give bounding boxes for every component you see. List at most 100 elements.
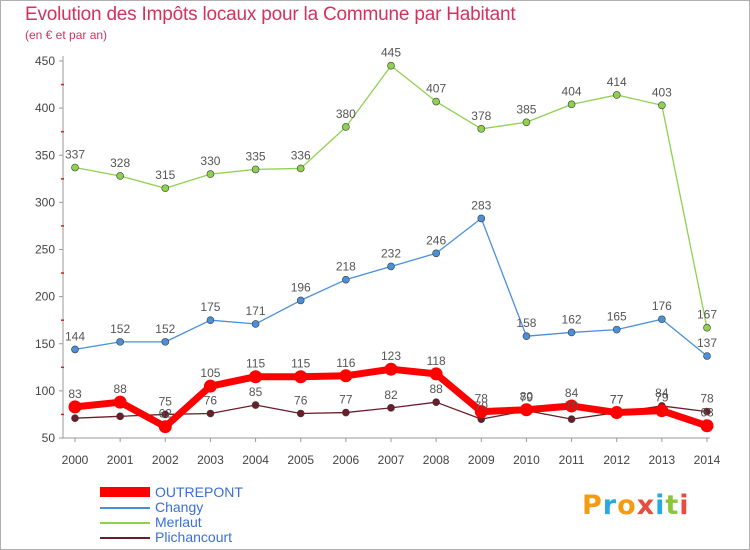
data-label-outrepont: 123 [381, 349, 401, 363]
data-point-outrepont [610, 406, 624, 420]
data-label-plichancourt: 78 [700, 392, 714, 406]
data-point-plichancourt [387, 404, 395, 412]
data-point-outrepont [249, 370, 263, 384]
data-point-outrepont [519, 403, 533, 417]
data-label-outrepont: 115 [246, 357, 265, 371]
proxiti-logo: Proxiti [582, 490, 690, 521]
y-tick-label: 400 [35, 101, 55, 115]
legend-swatch-changy [100, 507, 150, 509]
data-point-merlaut [703, 323, 711, 332]
data-label-merlaut: 330 [200, 154, 220, 168]
data-point-plichancourt [432, 398, 440, 406]
data-label-changy: 171 [246, 304, 266, 318]
data-label-plichancourt: 75 [159, 394, 173, 408]
data-label-merlaut: 337 [65, 148, 85, 162]
data-label-merlaut: 167 [697, 308, 717, 322]
data-point-changy [206, 316, 215, 324]
data-label-plichancourt: 77 [610, 393, 624, 407]
legend-label-merlaut: Merlaut [155, 514, 202, 530]
data-point-changy [342, 275, 350, 284]
x-tick-label: 2002 [152, 453, 179, 467]
data-label-outrepont: 105 [200, 366, 220, 380]
data-point-plichancourt [161, 410, 170, 419]
y-tick-label: 100 [35, 384, 55, 398]
data-label-outrepont: 83 [68, 387, 82, 401]
data-point-merlaut [206, 170, 215, 178]
data-point-plichancourt [342, 408, 350, 417]
x-tick-label: 2001 [107, 453, 134, 467]
data-label-merlaut: 385 [516, 102, 536, 116]
data-point-outrepont [565, 399, 579, 413]
data-label-changy: 283 [471, 198, 491, 212]
data-point-merlaut [612, 91, 621, 99]
data-label-changy: 196 [291, 280, 311, 294]
data-label-plichancourt: 76 [294, 393, 308, 407]
x-tick-label: 2008 [423, 453, 450, 467]
data-point-outrepont [158, 420, 172, 434]
data-label-merlaut: 378 [471, 109, 491, 123]
data-point-changy [432, 249, 440, 258]
data-point-merlaut [432, 97, 440, 106]
data-label-outrepont: 80 [520, 390, 534, 404]
legend-label-outrepont: OUTREPONT [155, 484, 243, 500]
x-tick-label: 2013 [649, 453, 676, 467]
data-label-merlaut: 315 [155, 168, 175, 182]
data-label-changy: 165 [607, 310, 627, 324]
data-point-changy [477, 214, 486, 223]
legend-label-plichancourt: Plichancourt [155, 529, 233, 545]
data-point-outrepont [339, 369, 353, 383]
data-point-merlaut [296, 164, 305, 173]
data-label-outrepont: 118 [427, 354, 446, 368]
data-point-merlaut [387, 61, 395, 70]
data-label-outrepont: 78 [475, 392, 489, 406]
data-label-changy: 152 [110, 322, 130, 336]
data-label-changy: 176 [652, 299, 672, 313]
x-tick-label: 2005 [287, 453, 314, 467]
x-tick-label: 2000 [62, 453, 89, 467]
x-tick-label: 2003 [197, 453, 224, 467]
data-label-outrepont: 84 [565, 386, 579, 400]
series-line-merlaut [74, 65, 708, 328]
data-point-changy [116, 338, 124, 346]
data-label-changy: 137 [697, 336, 717, 350]
data-point-plichancourt [206, 409, 215, 418]
data-point-merlaut [477, 125, 486, 133]
y-tick-label: 350 [35, 148, 55, 162]
data-label-plichancourt: 70 [565, 399, 579, 413]
data-label-outrepont: 116 [336, 356, 355, 370]
y-tick-label: 150 [35, 337, 55, 351]
data-label-merlaut: 414 [607, 75, 627, 89]
y-tick-label: 450 [35, 54, 55, 68]
data-label-changy: 246 [426, 233, 446, 247]
data-point-merlaut [658, 101, 666, 110]
data-point-merlaut [342, 123, 350, 131]
data-label-changy: 175 [200, 300, 220, 314]
data-label-merlaut: 380 [336, 107, 356, 121]
data-point-changy [387, 262, 395, 271]
legend-swatch-outrepont [100, 487, 150, 497]
data-point-plichancourt [71, 414, 79, 423]
legend-label-changy: Changy [155, 499, 204, 515]
data-point-changy [161, 338, 170, 346]
data-point-plichancourt [567, 415, 576, 423]
data-point-outrepont [294, 370, 308, 384]
data-label-changy: 218 [336, 260, 356, 274]
data-point-outrepont [700, 419, 714, 433]
data-point-merlaut [71, 163, 79, 172]
data-label-merlaut: 445 [381, 46, 401, 60]
data-point-changy [567, 328, 576, 337]
data-label-merlaut: 407 [426, 82, 446, 96]
data-label-changy: 232 [381, 246, 401, 260]
data-point-changy [703, 352, 711, 360]
x-tick-label: 2006 [333, 453, 360, 467]
data-point-outrepont [113, 395, 127, 409]
data-label-merlaut: 328 [110, 156, 130, 170]
data-label-plichancourt: 88 [429, 382, 443, 396]
data-point-merlaut [161, 184, 170, 193]
data-point-plichancourt [116, 412, 124, 421]
data-point-outrepont [655, 404, 669, 418]
data-label-outrepont: 63 [700, 406, 714, 420]
data-point-changy [251, 320, 260, 328]
data-label-plichancourt: 79 [520, 391, 534, 405]
data-point-merlaut [251, 165, 260, 174]
